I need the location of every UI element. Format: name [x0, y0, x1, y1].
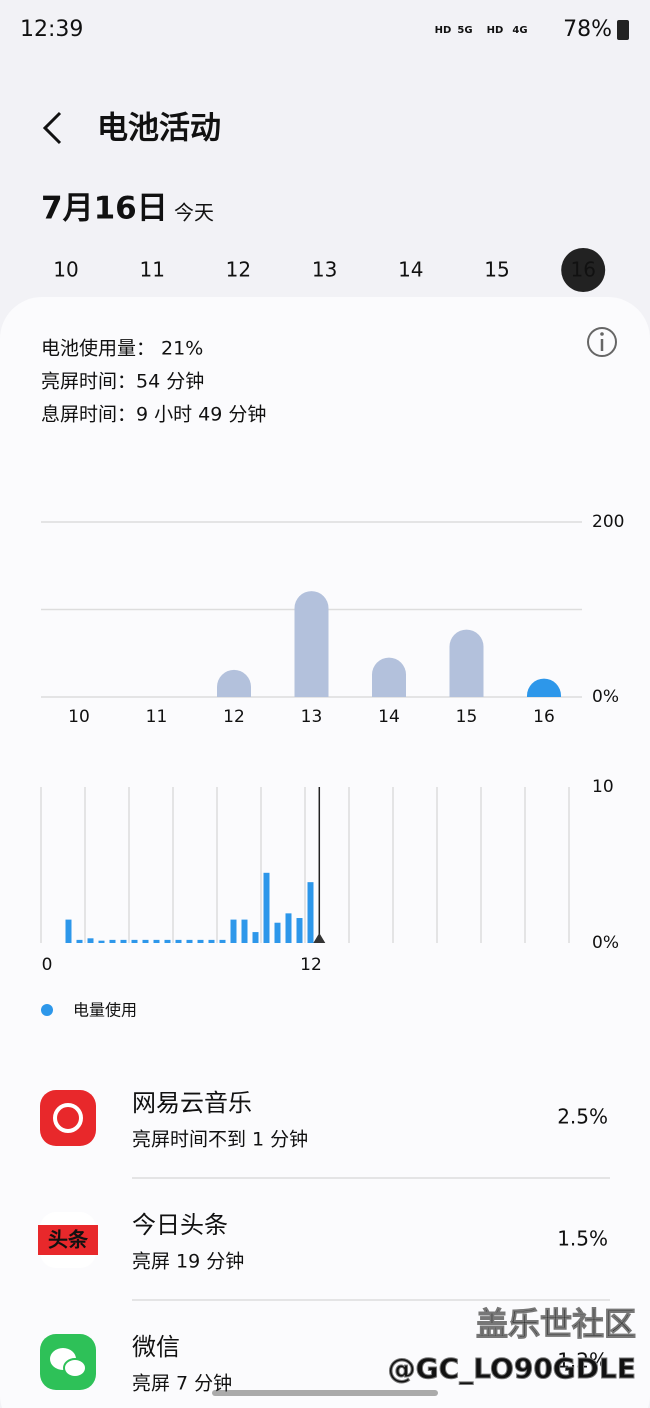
bar	[153, 939, 160, 943]
bar	[274, 922, 281, 943]
bar	[76, 939, 83, 943]
bar	[208, 939, 215, 943]
x-tick-label: 15	[456, 707, 478, 727]
current-time-marker	[313, 933, 326, 943]
app-icon-glyph	[63, 1358, 87, 1378]
bar	[120, 939, 127, 943]
status-icon: 5G	[457, 25, 472, 36]
bar	[285, 913, 292, 943]
status-icon: 4G	[512, 25, 527, 36]
battery-icon	[617, 20, 629, 40]
x-tick-label: 11	[146, 707, 168, 727]
bar	[109, 939, 116, 943]
y-tick-label: 10	[592, 777, 614, 797]
bar	[241, 919, 248, 943]
status-time: 12:39	[20, 17, 83, 42]
date: 7月16日	[41, 191, 168, 227]
day-tab[interactable]: 15	[484, 258, 509, 282]
bar	[230, 919, 237, 943]
status-icon: HD	[435, 25, 452, 36]
app-icon-text: 头条	[48, 1228, 89, 1252]
app-name[interactable]: 网易云音乐	[132, 1089, 252, 1117]
bar	[98, 940, 105, 943]
watermark: @GC_LO90GDLE	[388, 1352, 636, 1385]
bar	[307, 882, 314, 943]
bar	[449, 629, 484, 697]
bar	[164, 939, 171, 943]
app-icon-glyph	[53, 1103, 83, 1133]
bar	[65, 919, 72, 943]
day-tab[interactable]: 14	[398, 258, 423, 282]
card	[0, 297, 650, 1408]
summary-line: 息屏时间：9 小时 49 分钟	[41, 404, 266, 426]
bar	[263, 872, 270, 943]
app-detail: 亮屏时间不到 1 分钟	[132, 1129, 308, 1151]
date-label: 今天	[174, 201, 214, 225]
x-tick-label: 12	[300, 955, 322, 975]
x-tick-label: 14	[378, 707, 400, 727]
bar	[87, 938, 94, 943]
bar	[197, 939, 204, 943]
day-tab[interactable]: 12	[226, 258, 251, 282]
bar	[186, 939, 193, 943]
app-icon-badge	[38, 1225, 98, 1255]
bar	[294, 591, 329, 697]
app-detail: 亮屏 7 分钟	[132, 1373, 232, 1395]
status-icon: HD	[487, 25, 504, 36]
info-button[interactable]	[587, 327, 617, 357]
bar	[296, 918, 303, 943]
legend-label: 电量使用	[73, 1001, 137, 1020]
day-tab[interactable]: 11	[139, 258, 164, 282]
x-tick-label: 16	[533, 707, 555, 727]
bar	[175, 939, 182, 943]
y-tick-label: 0%	[592, 687, 619, 707]
y-tick-label: 0%	[592, 933, 619, 953]
back-button[interactable]	[42, 111, 62, 145]
nav-bar	[212, 1390, 438, 1396]
day-tab[interactable]: 13	[312, 258, 337, 282]
page-title: 电池活动	[97, 111, 221, 147]
app-percent: 1.2%	[557, 1349, 608, 1373]
day-selected	[561, 248, 606, 292]
bar	[131, 939, 138, 943]
app-percent: 2.5%	[557, 1105, 608, 1129]
summary-line: 亮屏时间：54 分钟	[41, 371, 204, 393]
summary-line: 电池使用量： 21%	[41, 338, 203, 360]
bar	[142, 939, 149, 943]
app-percent: 1.5%	[557, 1227, 608, 1251]
bar	[252, 932, 259, 943]
x-tick-label: 0	[42, 955, 53, 975]
watermark: 盖乐世社区	[476, 1305, 636, 1343]
x-tick-label: 13	[301, 707, 323, 727]
day-tab[interactable]: 10	[53, 258, 78, 282]
x-tick-label: 12	[223, 707, 245, 727]
status-battery: 78%	[563, 17, 612, 42]
legend-dot	[41, 1004, 53, 1016]
x-tick-label: 10	[68, 707, 90, 727]
bar	[219, 939, 226, 943]
bar	[372, 657, 406, 697]
y-tick-label: 200	[592, 512, 624, 532]
info-glyph	[600, 332, 604, 336]
app-detail: 亮屏 19 分钟	[132, 1251, 244, 1273]
day-tab[interactable]: 16	[570, 258, 595, 282]
bar	[217, 669, 251, 697]
app-name[interactable]: 今日头条	[132, 1211, 228, 1239]
app-icon[interactable]	[40, 1090, 96, 1146]
app-name[interactable]: 微信	[132, 1333, 180, 1361]
bar	[527, 678, 561, 697]
